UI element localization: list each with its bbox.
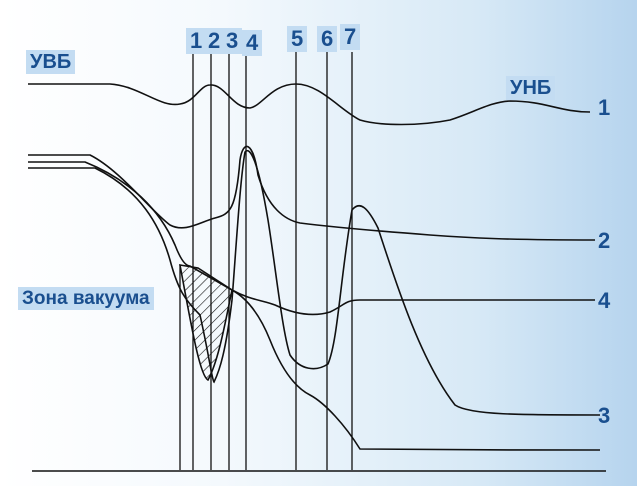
vacuum-zone-area — [179, 264, 233, 382]
curve-1 — [28, 83, 591, 126]
curve-3 — [28, 161, 601, 451]
section-label-4: 4 — [242, 30, 263, 56]
section-lines — [179, 52, 353, 470]
curve-number-3: 3 — [598, 403, 611, 428]
vacuum-zone-label: Зона вакуума — [18, 287, 154, 310]
section-label-6: 6 — [317, 26, 338, 52]
curve-4-branch — [231, 289, 595, 316]
section-label-7: 7 — [340, 24, 361, 50]
curve-number-2: 2 — [598, 228, 611, 253]
section-label-2: 2 — [204, 28, 225, 54]
upstream-level-label: УВБ — [26, 50, 76, 74]
curve-number-1: 1 — [598, 95, 611, 120]
curve-4 — [28, 150, 601, 416]
curve-number-4: 4 — [598, 288, 611, 313]
section-label-3: 3 — [222, 28, 243, 54]
section-label-1: 1 — [186, 28, 207, 54]
section-label-5: 5 — [287, 26, 308, 52]
curve-2 — [28, 145, 596, 241]
downstream-level-label: УНБ — [506, 76, 556, 100]
